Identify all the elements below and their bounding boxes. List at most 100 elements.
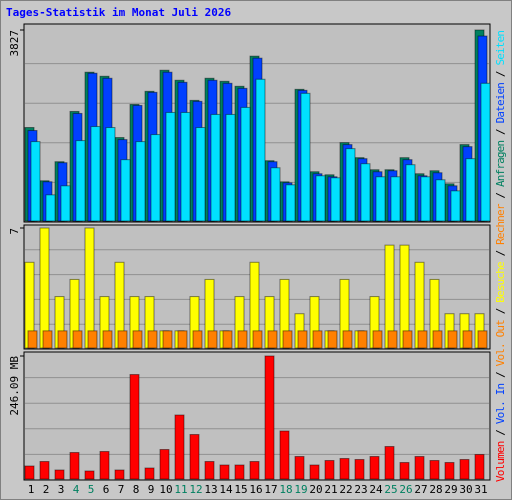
bar (384, 446, 395, 480)
bar (204, 461, 215, 480)
bar (27, 330, 38, 349)
x-tick-label: 2 (43, 483, 50, 496)
bar (324, 460, 335, 480)
bar (132, 330, 143, 349)
x-tick-label: 12 (189, 483, 202, 496)
bar (264, 355, 275, 480)
bar (399, 462, 410, 480)
bar (342, 330, 353, 349)
bar (369, 456, 380, 480)
bar (477, 330, 488, 349)
bar (189, 434, 200, 480)
bar (84, 470, 95, 480)
bar (327, 330, 338, 349)
y-tick-label: 3827 (8, 30, 21, 57)
bar (60, 185, 71, 222)
x-tick-label: 31 (474, 483, 487, 496)
chart-title: Tages-Statistik im Monat Juli 2026 (6, 6, 232, 19)
x-tick-label: 22 (339, 483, 352, 496)
x-tick-label: 17 (264, 483, 277, 496)
bar (165, 111, 176, 222)
bar (249, 461, 260, 480)
bar (255, 78, 266, 222)
legend-entry: Anfragen (494, 140, 507, 187)
bar (144, 467, 155, 480)
bar (42, 330, 53, 349)
bar (135, 141, 146, 222)
legend-entry: Vol. In (494, 383, 507, 424)
x-tick-label: 8 (133, 483, 140, 496)
bar (24, 465, 35, 480)
bar (279, 430, 290, 480)
bar (480, 82, 491, 222)
bar (75, 140, 86, 222)
bar (54, 469, 65, 480)
legend-separator: / (494, 302, 507, 320)
x-tick-label: 23 (354, 483, 367, 496)
x-tick-label: 20 (309, 483, 322, 496)
bar (195, 127, 206, 222)
x-tick-label: 10 (159, 483, 172, 496)
bar (270, 167, 281, 222)
bar (357, 330, 368, 349)
bar (180, 111, 191, 222)
bar (192, 330, 203, 349)
bar (432, 330, 443, 349)
bar (390, 176, 401, 222)
bar (300, 92, 311, 222)
bar (312, 330, 323, 349)
bar (114, 469, 125, 480)
bar (147, 330, 158, 349)
bar (105, 127, 116, 222)
bar (414, 456, 425, 480)
x-tick-label: 4 (73, 483, 80, 496)
x-tick-label: 30 (459, 483, 472, 496)
bar (375, 176, 386, 222)
y-tick-label: 7 (8, 228, 21, 235)
x-tick-label: 15 (234, 483, 247, 496)
legend-entry: Seiten (494, 30, 507, 66)
bar (120, 159, 131, 222)
legend-entry: Dateien (494, 82, 507, 123)
bar (315, 175, 326, 222)
x-tick-label: 6 (103, 483, 110, 496)
bar (387, 330, 398, 349)
x-tick-label: 1 (28, 483, 35, 496)
bar (285, 184, 296, 222)
bar (252, 330, 263, 349)
legend-entry: Volumen (494, 441, 507, 482)
x-tick-label: 9 (148, 483, 155, 496)
legend-entry: Rechner (494, 203, 507, 245)
bar (309, 464, 320, 480)
bar (240, 106, 251, 222)
bar (117, 330, 128, 349)
bar (207, 330, 218, 349)
x-tick-label: 13 (204, 483, 217, 496)
bar (360, 163, 371, 222)
bar (339, 458, 350, 480)
bar (225, 113, 236, 222)
bar (72, 330, 83, 349)
bar (297, 330, 308, 349)
bar (372, 330, 383, 349)
legend-separator: / (494, 365, 507, 383)
bar (459, 459, 470, 480)
legend-separator: / (494, 123, 507, 141)
x-tick-label: 16 (249, 483, 262, 496)
bar (420, 176, 431, 222)
bar (234, 464, 245, 480)
bar (39, 227, 50, 349)
x-tick-label: 29 (444, 483, 457, 496)
bar (222, 330, 233, 349)
bar (45, 194, 56, 222)
x-tick-label: 14 (219, 483, 233, 496)
bar (129, 374, 140, 480)
bar (417, 330, 428, 349)
bar (450, 190, 461, 222)
bar (174, 414, 185, 480)
bar (444, 462, 455, 480)
bar (84, 227, 95, 349)
x-tick-label: 19 (294, 483, 307, 496)
